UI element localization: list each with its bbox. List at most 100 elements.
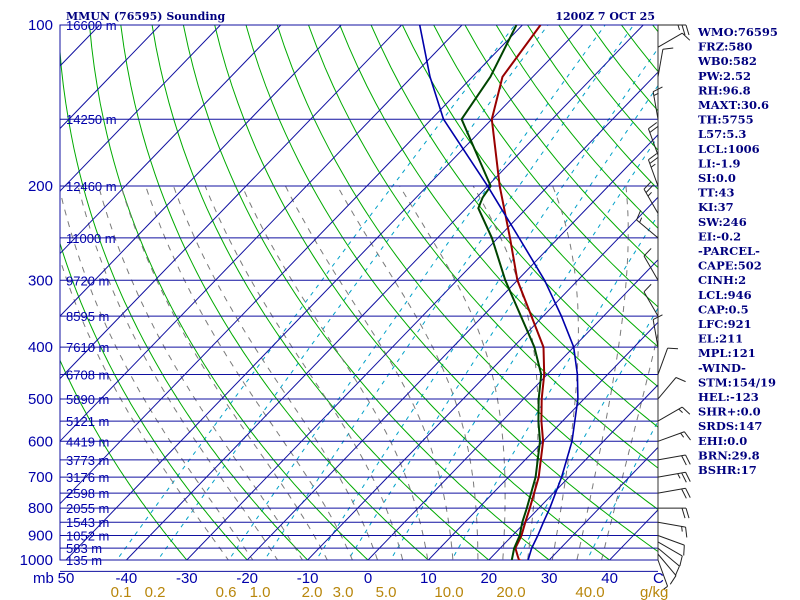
axis-labels: 0.1 0.2 0.6 1.0 2.0 3.0 5.0 10.0 20.0 40.0 16600 m… [20, 17, 778, 600]
height-label: 9720 m [66, 273, 109, 288]
temperature-line [490, 25, 546, 560]
wind-barb-flag [645, 184, 654, 193]
index-value: PW:2.52 [698, 69, 751, 83]
moist-adiabat [472, 185, 539, 560]
wind-barb-half-flag [680, 432, 685, 438]
pressure-label: 900 [28, 528, 53, 545]
mixing-ratio-line [586, 420, 658, 560]
index-value: TH:5755 [698, 113, 754, 127]
index-value: SRDS:147 [698, 419, 762, 433]
dry-adiabat [276, 25, 658, 511]
wind-barb-flag [652, 314, 663, 320]
mixing-ratio-line [228, 25, 606, 560]
wind-barb [657, 347, 679, 375]
wind-barb-flag [685, 24, 690, 36]
wind-barb [658, 24, 690, 36]
wind-barb [657, 32, 691, 48]
mixing-ratio-label: 1.0 [250, 584, 271, 600]
wind-barb-flag [685, 454, 691, 465]
mixing-ratio-label: 5.0 [376, 584, 397, 600]
moist-adiabat [576, 186, 629, 560]
index-value: LFC:921 [698, 317, 752, 331]
index-value: CAP:0.5 [698, 302, 749, 316]
wind-barb [657, 406, 691, 422]
wind-barb-half-flag [681, 526, 683, 532]
wind-barb-flag [669, 575, 677, 585]
pressure-label: 400 [28, 339, 53, 356]
wind-barb-half-flag [639, 217, 643, 223]
mixing-ratio-label: 2.0 [302, 584, 323, 600]
height-label: 1052 m [66, 529, 109, 544]
isotherm [186, 71, 658, 560]
mixing-ratio-label: 0.6 [216, 584, 237, 600]
wind-barb [643, 283, 659, 317]
wind-barb-shaft [657, 406, 683, 422]
wind-barb-half-flag [677, 473, 681, 479]
mixing-ratio-label: 10.0 [434, 584, 463, 600]
dry-adiabat [151, 25, 490, 560]
index-value: LI:-1.9 [698, 156, 741, 170]
temperature-label: 40 [601, 570, 618, 587]
wind-barb-shaft [643, 291, 659, 317]
wind-barb-flag [643, 181, 652, 190]
dry-adiabat [778, 25, 800, 571]
dry-adiabat [182, 25, 551, 560]
wind-barb-half-flag [647, 191, 652, 197]
isotherm [306, 196, 658, 560]
mixing-ratio-line [347, 84, 658, 560]
temperature-label: 30 [541, 570, 558, 587]
wind-barb-shaft [657, 471, 686, 478]
wind-barb-flag [681, 406, 691, 415]
moist-adiabats [60, 185, 658, 560]
wind-barb-half-flag [663, 585, 668, 590]
wind-barb-flag [649, 125, 659, 133]
pressure-label: 600 [28, 433, 53, 450]
wind-barb-shaft [657, 347, 669, 375]
wind-barb [657, 559, 669, 590]
plot-border [59, 24, 659, 561]
wind-barb-flag [681, 24, 686, 36]
wind-barb [657, 377, 686, 400]
wind-barb-shaft [657, 487, 686, 494]
pressure-label: 500 [28, 391, 53, 408]
wind-barb [652, 86, 663, 120]
pressure-label: 300 [28, 272, 53, 289]
wind-barb-shaft [636, 219, 659, 239]
pressure-label: 700 [28, 469, 53, 486]
wind-barb-flag [643, 283, 652, 293]
moist-adiabat [77, 185, 279, 560]
moist-adiabat [120, 185, 328, 560]
height-label: 12460 m [66, 179, 117, 194]
index-value: L57:5.3 [698, 127, 746, 141]
isotherms [60, 25, 658, 560]
dry-adiabat [245, 25, 658, 553]
temperature-unit-label: C [653, 570, 664, 587]
pressure-label: 100 [28, 17, 53, 34]
index-value: CINH:2 [698, 273, 746, 287]
index-value: RH:96.8 [698, 83, 751, 97]
wind-barb-flag [675, 377, 686, 383]
mixing-ratio-label: 3.0 [333, 584, 354, 600]
wind-barb-shaft [657, 541, 683, 557]
index-value: BSHR:17 [698, 463, 757, 477]
wind-barb-flag [685, 527, 688, 538]
height-label: 2598 m [66, 486, 109, 501]
wind-barb-flag [681, 508, 686, 519]
wind-barb [657, 431, 691, 442]
chart-title: MMUN (76595) Sounding [66, 10, 225, 23]
index-value: CAPE:502 [698, 259, 762, 273]
index-value: MPL:121 [698, 346, 756, 360]
isotherm [60, 25, 402, 380]
isotherm [367, 259, 658, 560]
mixing-ratio-label: 20.0 [496, 584, 525, 600]
wind-barb [657, 547, 680, 576]
moist-adiabat [173, 185, 379, 560]
index-value: LCL:1006 [698, 142, 760, 156]
pressure-unit-label: mb [33, 570, 54, 587]
moist-adiabat [551, 185, 579, 560]
temperature-label: -40 [116, 570, 138, 587]
index-value: MAXT:30.6 [698, 98, 769, 112]
temperature-label: -20 [236, 570, 258, 587]
wind-barb-shaft [657, 377, 677, 400]
